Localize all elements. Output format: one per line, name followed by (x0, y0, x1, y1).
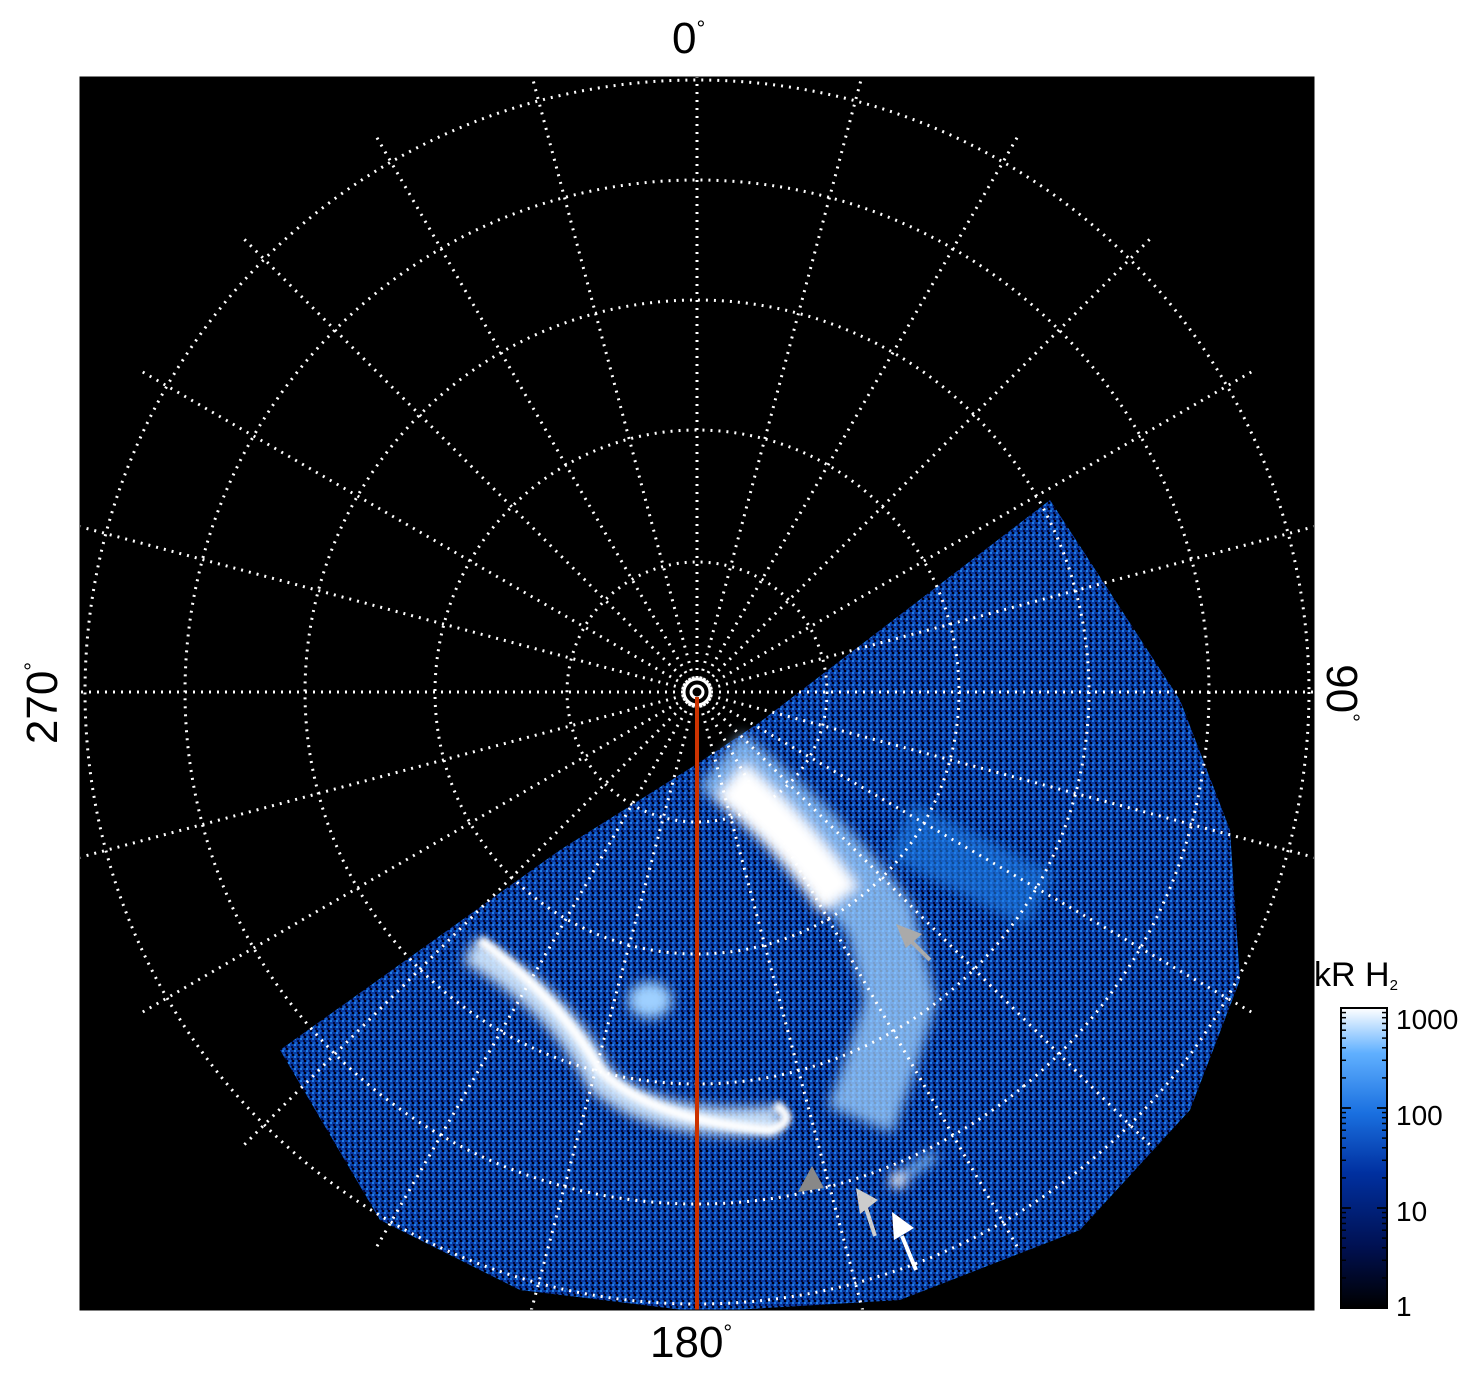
longitude-line (705, 700, 1151, 1146)
longitude-line (243, 238, 689, 684)
longitude-line (708, 697, 1253, 1014)
longitude-line (141, 370, 686, 687)
arrow-icon (856, 1188, 878, 1237)
longitude-line (80, 694, 684, 859)
colorbar (1340, 1007, 1388, 1309)
longitude-line (80, 525, 684, 690)
longitude-line (141, 697, 686, 1014)
colorbar-tick-label: 1 (1396, 1291, 1412, 1322)
longitude-line (243, 700, 689, 1146)
longitude-line (705, 238, 1151, 684)
arrow-icon (798, 1166, 824, 1192)
colorbar-tick-label: 1000 (1396, 1004, 1459, 1035)
longitude-line (710, 525, 1314, 690)
arrow-icon (892, 1212, 918, 1271)
longitude-line (702, 703, 1019, 1248)
plot-frame (79, 76, 1315, 1311)
longitude-label-bottom: 180° (650, 1318, 733, 1367)
longitude-line (529, 705, 695, 1310)
colorbar-tick-label: 100 (1396, 1100, 1443, 1131)
emission-core (476, 936, 792, 1136)
colorbar-gradient (1340, 1007, 1388, 1309)
longitude-line (530, 77, 695, 679)
longitude-line (702, 136, 1019, 681)
longitude-line (708, 370, 1253, 687)
auroral-emission-region (280, 500, 1240, 1310)
lat-lon-grid (80, 77, 1314, 1310)
annotation-arrows (798, 924, 932, 1271)
colorbar-tick-label: 10 (1396, 1196, 1428, 1227)
arrow-icon (896, 924, 932, 962)
longitude-line (710, 694, 1314, 859)
longitude-line (375, 703, 692, 1248)
longitude-label-right: 90° (1317, 664, 1366, 722)
latitude-circle (565, 560, 829, 824)
longitude-line (699, 77, 864, 679)
longitude-line (699, 705, 865, 1310)
longitude-label-left: 270° (18, 661, 67, 745)
colorbar-title: kR H2 (1314, 956, 1398, 994)
longitude-line (375, 136, 692, 681)
longitude-label-top: 0° (672, 14, 706, 63)
